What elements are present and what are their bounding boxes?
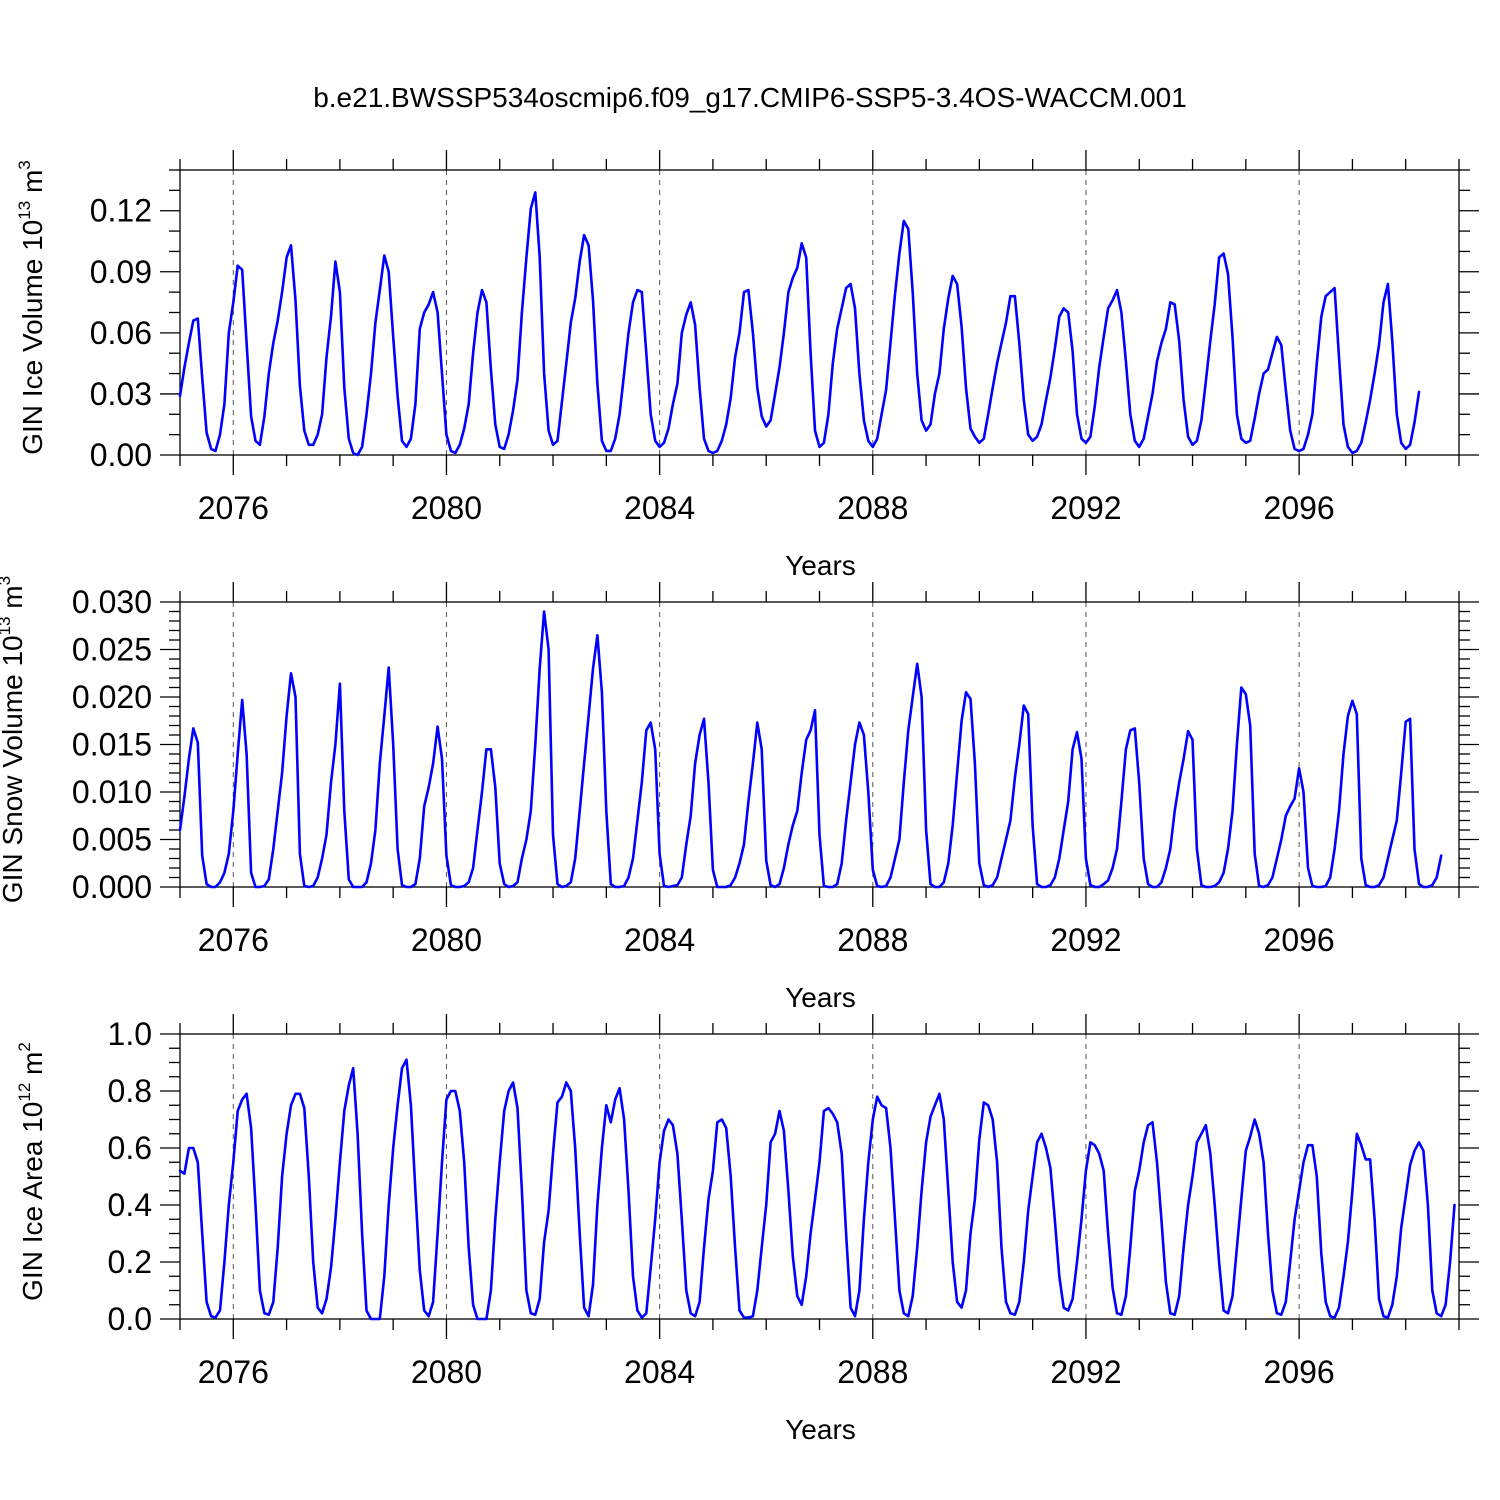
y-tick-label: 0.015: [72, 727, 152, 763]
y-axis-label-unit-exponent: 3: [15, 160, 34, 169]
series-line: [178, 191, 1421, 457]
y-tick-label: 0.03: [90, 376, 152, 412]
y-tick-label: 0.00: [90, 437, 152, 473]
x-tick-label: 2092: [1050, 490, 1121, 526]
chart-panel-2: 2076 2080 2084 2088 2092 2096 0.000 0.005 0.010 0…: [0, 576, 1479, 1013]
y-tick-label: 0.020: [72, 679, 152, 715]
y-axis-label-unit-exponent: 3: [0, 576, 14, 585]
x-tick-label: 2096: [1264, 1354, 1335, 1390]
y-axis-label-unit: m: [17, 1052, 48, 1083]
x-tick-label: 2084: [624, 922, 695, 958]
y-axis-label-text: GIN Ice Volume 10: [17, 220, 48, 455]
y-tick-label: 0.005: [72, 822, 152, 858]
chart-panels: 2076 2080 2084 2088 2092 20960.000.030.060.09…: [0, 150, 1479, 1445]
chart-title: b.e21.BWSSP534oscmip6.f09_g17.CMIP6-SSP5…: [313, 82, 1187, 113]
y-tick-label: 0.2: [108, 1244, 152, 1280]
y-tick-label: 0.0: [108, 1301, 152, 1337]
x-axis-label: Years: [785, 1414, 856, 1445]
y-tick-label: 0.8: [108, 1073, 152, 1109]
x-tick-label: 2084: [624, 490, 695, 526]
x-tick-label: 2088: [837, 922, 908, 958]
y-tick-label: 0.000: [72, 869, 152, 905]
x-tick-label: 2096: [1264, 490, 1335, 526]
plot-frame: [179, 1033, 1460, 1320]
y-tick-label: 0.025: [72, 632, 152, 668]
x-tick-label: 2092: [1050, 1354, 1121, 1390]
x-tick-label: 2080: [411, 922, 482, 958]
y-axis-label: GIN Ice Volume 1013 m3: [15, 160, 48, 455]
y-tick-label: 0.010: [72, 774, 152, 810]
y-axis-label-exponent: 12: [15, 1083, 34, 1102]
y-axis-label-exponent: 13: [15, 201, 34, 220]
y-tick-label: 0.6: [108, 1130, 152, 1166]
y-axis-label-unit-exponent: 2: [15, 1042, 34, 1051]
x-axis-label: Years: [785, 982, 856, 1013]
y-axis-label: GIN Ice Area 1012 m2: [15, 1042, 48, 1301]
x-tick-label: 2084: [624, 1354, 695, 1390]
plot-frame: [179, 169, 1460, 456]
x-tick-label: 2088: [837, 1354, 908, 1390]
x-tick-label: 2092: [1050, 922, 1121, 958]
y-axis-label: GIN Snow Volume 1013 m3: [0, 576, 28, 903]
x-tick-label: 2076: [198, 922, 269, 958]
x-tick-label: 2076: [198, 1354, 269, 1390]
plot-frame: [179, 601, 1460, 888]
series-line: [178, 610, 1443, 889]
series-line: [178, 1058, 1456, 1321]
x-tick-label: 2096: [1264, 922, 1335, 958]
x-tick-label: 2080: [411, 1354, 482, 1390]
chart-panel-1: 2076 2080 2084 2088 2092 2096 0.00 0.03 0.06 0.09…: [15, 150, 1479, 581]
y-tick-label: 0.12: [90, 193, 152, 229]
y-tick-label: 0.06: [90, 315, 152, 351]
y-tick-label: 0.09: [90, 254, 152, 290]
x-axis-label: Years: [785, 550, 856, 581]
y-tick-label: 1.0: [108, 1016, 152, 1052]
x-tick-label: 2080: [411, 490, 482, 526]
x-tick-label: 2076: [198, 490, 269, 526]
x-tick-label: 2088: [837, 490, 908, 526]
y-axis-label-text: GIN Ice Area 10: [17, 1102, 48, 1301]
y-axis-label-exponent: 13: [0, 616, 14, 635]
y-tick-label: 0.4: [108, 1187, 152, 1223]
y-axis-label-text: GIN Snow Volume 10: [0, 635, 28, 903]
y-tick-label: 0.030: [72, 584, 152, 620]
y-axis-label-unit: m: [17, 170, 48, 201]
y-axis-label-unit: m: [0, 585, 28, 616]
chart-panel-3: 2076 2080 2084 2088 2092 2096 0.0 0.2 0.4 0.6 0.8 1…: [15, 1014, 1479, 1445]
